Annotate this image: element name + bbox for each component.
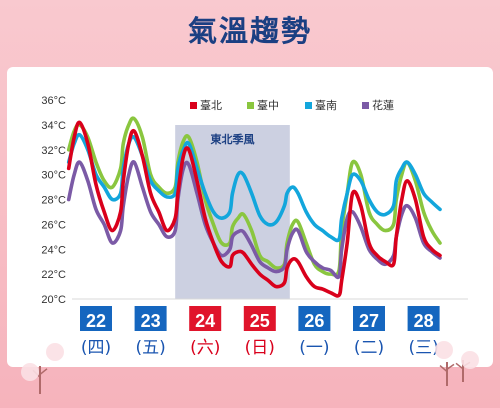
date-badge xyxy=(134,306,167,331)
weekday-label: (一) xyxy=(299,338,329,358)
blossom-decoration xyxy=(435,341,453,359)
branch-decoration xyxy=(455,362,464,370)
y-tick-label: 20°C xyxy=(41,294,66,306)
legend-swatch xyxy=(190,102,197,109)
weekday-label: (三) xyxy=(408,338,438,358)
legend-label: 臺北 xyxy=(200,98,222,112)
y-tick-label: 30°C xyxy=(41,170,66,182)
y-tick-label: 34°C xyxy=(41,120,66,132)
legend-label: 臺中 xyxy=(257,98,279,112)
date-badge xyxy=(243,306,276,331)
branch-decoration xyxy=(39,368,48,375)
date-badge xyxy=(80,306,112,331)
series-line-花蓮 xyxy=(66,160,442,280)
y-tick-label: 36°C xyxy=(41,95,66,107)
date-number: 27 xyxy=(359,311,379,331)
date-number: 26 xyxy=(304,311,324,331)
legend-swatch xyxy=(305,102,312,109)
blossom-decoration xyxy=(461,351,479,369)
date-badge xyxy=(353,306,385,331)
legend-swatch xyxy=(362,102,369,109)
branch-decoration xyxy=(439,365,448,373)
legend-label: 臺南 xyxy=(315,98,337,112)
legend-swatch xyxy=(247,102,254,109)
y-tick-label: 28°C xyxy=(41,195,66,207)
series-line-臺中 xyxy=(66,116,442,277)
date-number: 24 xyxy=(195,311,215,331)
legend-label: 花蓮 xyxy=(372,98,394,112)
weekday-label: (五) xyxy=(135,338,165,358)
monsoon-label: 東北季風 xyxy=(211,132,255,146)
weekday-label: (日) xyxy=(245,338,275,358)
date-badge xyxy=(407,306,440,331)
date-number: 28 xyxy=(414,311,434,331)
weekday-label: (二) xyxy=(354,338,384,358)
page-title: 氣溫趨勢 xyxy=(187,14,312,48)
weekday-label: (四) xyxy=(81,338,111,358)
y-tick-label: 22°C xyxy=(41,269,66,281)
series-line-臺北 xyxy=(66,120,442,298)
date-badge xyxy=(189,306,222,331)
y-tick-label: 24°C xyxy=(41,244,66,256)
date-number: 25 xyxy=(250,311,270,331)
blossom-decoration xyxy=(46,343,64,361)
branch-decoration xyxy=(446,363,455,370)
y-tick-label: 26°C xyxy=(41,219,66,231)
date-number: 22 xyxy=(86,311,106,331)
date-number: 23 xyxy=(141,311,161,331)
y-tick-label: 32°C xyxy=(41,145,66,157)
weekday-label: (六) xyxy=(190,338,220,358)
date-badge xyxy=(298,306,331,331)
blossom-decoration xyxy=(21,363,39,381)
